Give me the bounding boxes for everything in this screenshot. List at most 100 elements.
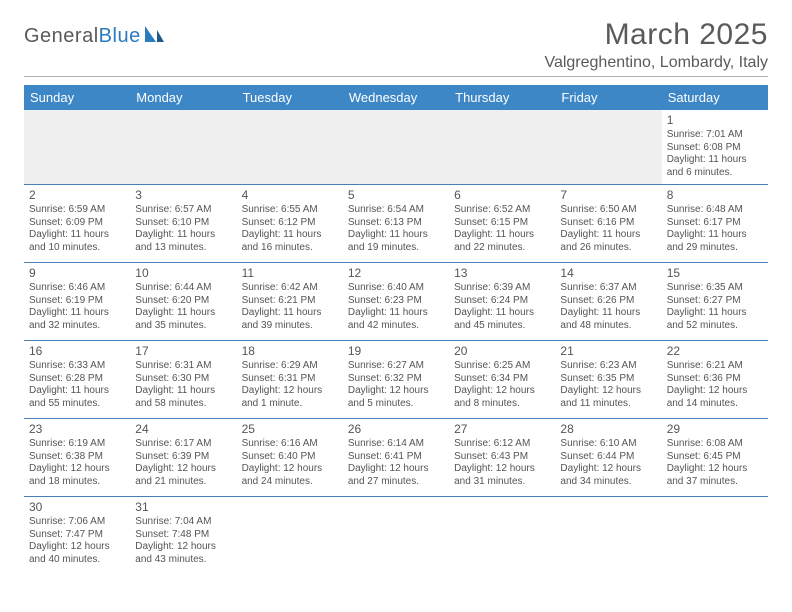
daylight-line: Daylight: 12 hours and 34 minutes. xyxy=(560,463,656,488)
daylight-line: Daylight: 12 hours and 1 minute. xyxy=(242,385,338,410)
page-header: GeneralBlue March 2025 Valgreghentino, L… xyxy=(24,18,768,77)
sunrise-line: Sunrise: 6:19 AM xyxy=(29,438,125,451)
day-number: 18 xyxy=(242,344,338,359)
sunrise-line: Sunrise: 6:27 AM xyxy=(348,360,444,373)
sunrise-line: Sunrise: 6:35 AM xyxy=(667,282,763,295)
sunset-line: Sunset: 6:19 PM xyxy=(29,295,125,308)
day-header: Friday xyxy=(555,85,661,110)
sunset-line: Sunset: 6:40 PM xyxy=(242,451,338,464)
daylight-line: Daylight: 11 hours and 13 minutes. xyxy=(135,229,231,254)
sunrise-line: Sunrise: 6:57 AM xyxy=(135,204,231,217)
calendar-day-cell: 31Sunrise: 7:04 AMSunset: 7:48 PMDayligh… xyxy=(130,497,236,575)
sunset-line: Sunset: 6:17 PM xyxy=(667,217,763,230)
day-header: Wednesday xyxy=(343,85,449,110)
month-title: March 2025 xyxy=(544,18,768,52)
sunset-line: Sunset: 6:34 PM xyxy=(454,373,550,386)
daylight-line: Daylight: 12 hours and 5 minutes. xyxy=(348,385,444,410)
daylight-line: Daylight: 12 hours and 11 minutes. xyxy=(560,385,656,410)
daylight-line: Daylight: 11 hours and 35 minutes. xyxy=(135,307,231,332)
calendar-day-cell: 16Sunrise: 6:33 AMSunset: 6:28 PMDayligh… xyxy=(24,341,130,419)
day-number: 22 xyxy=(667,344,763,359)
calendar-day-cell xyxy=(343,110,449,185)
calendar-week-row: 1Sunrise: 7:01 AMSunset: 6:08 PMDaylight… xyxy=(24,110,768,185)
calendar-day-cell: 1Sunrise: 7:01 AMSunset: 6:08 PMDaylight… xyxy=(662,110,768,185)
day-header: Sunday xyxy=(24,85,130,110)
calendar-day-cell xyxy=(555,497,661,575)
calendar-day-cell xyxy=(237,110,343,185)
calendar-day-cell: 12Sunrise: 6:40 AMSunset: 6:23 PMDayligh… xyxy=(343,263,449,341)
sunset-line: Sunset: 7:48 PM xyxy=(135,529,231,542)
calendar-day-cell: 30Sunrise: 7:06 AMSunset: 7:47 PMDayligh… xyxy=(24,497,130,575)
calendar-table: SundayMondayTuesdayWednesdayThursdayFrid… xyxy=(24,85,768,575)
calendar-day-cell: 20Sunrise: 6:25 AMSunset: 6:34 PMDayligh… xyxy=(449,341,555,419)
calendar-day-cell xyxy=(130,110,236,185)
calendar-day-cell: 14Sunrise: 6:37 AMSunset: 6:26 PMDayligh… xyxy=(555,263,661,341)
sunrise-line: Sunrise: 7:01 AM xyxy=(667,129,763,142)
logo: GeneralBlue xyxy=(24,24,165,49)
calendar-day-cell: 5Sunrise: 6:54 AMSunset: 6:13 PMDaylight… xyxy=(343,185,449,263)
sunrise-line: Sunrise: 6:46 AM xyxy=(29,282,125,295)
day-number: 28 xyxy=(560,422,656,437)
day-number: 27 xyxy=(454,422,550,437)
sunset-line: Sunset: 6:27 PM xyxy=(667,295,763,308)
sunset-line: Sunset: 6:39 PM xyxy=(135,451,231,464)
sunset-line: Sunset: 6:38 PM xyxy=(29,451,125,464)
sunset-line: Sunset: 6:35 PM xyxy=(560,373,656,386)
calendar-day-cell: 11Sunrise: 6:42 AMSunset: 6:21 PMDayligh… xyxy=(237,263,343,341)
daylight-line: Daylight: 11 hours and 22 minutes. xyxy=(454,229,550,254)
sunset-line: Sunset: 6:23 PM xyxy=(348,295,444,308)
calendar-day-cell: 10Sunrise: 6:44 AMSunset: 6:20 PMDayligh… xyxy=(130,263,236,341)
sunset-line: Sunset: 6:10 PM xyxy=(135,217,231,230)
calendar-day-cell xyxy=(24,110,130,185)
day-number: 3 xyxy=(135,188,231,203)
calendar-day-cell: 15Sunrise: 6:35 AMSunset: 6:27 PMDayligh… xyxy=(662,263,768,341)
daylight-line: Daylight: 12 hours and 8 minutes. xyxy=(454,385,550,410)
sunset-line: Sunset: 7:47 PM xyxy=(29,529,125,542)
day-number: 31 xyxy=(135,500,231,515)
daylight-line: Daylight: 11 hours and 45 minutes. xyxy=(454,307,550,332)
day-number: 25 xyxy=(242,422,338,437)
calendar-day-cell: 25Sunrise: 6:16 AMSunset: 6:40 PMDayligh… xyxy=(237,419,343,497)
day-number: 29 xyxy=(667,422,763,437)
sunrise-line: Sunrise: 6:31 AM xyxy=(135,360,231,373)
sunrise-line: Sunrise: 7:06 AM xyxy=(29,516,125,529)
sunrise-line: Sunrise: 6:25 AM xyxy=(454,360,550,373)
sunrise-line: Sunrise: 6:37 AM xyxy=(560,282,656,295)
daylight-line: Daylight: 11 hours and 39 minutes. xyxy=(242,307,338,332)
calendar-day-cell: 13Sunrise: 6:39 AMSunset: 6:24 PMDayligh… xyxy=(449,263,555,341)
day-number: 4 xyxy=(242,188,338,203)
sunrise-line: Sunrise: 6:44 AM xyxy=(135,282,231,295)
day-number: 1 xyxy=(667,113,763,128)
daylight-line: Daylight: 11 hours and 26 minutes. xyxy=(560,229,656,254)
sunrise-line: Sunrise: 6:48 AM xyxy=(667,204,763,217)
day-header: Saturday xyxy=(662,85,768,110)
sunrise-line: Sunrise: 6:12 AM xyxy=(454,438,550,451)
calendar-week-row: 9Sunrise: 6:46 AMSunset: 6:19 PMDaylight… xyxy=(24,263,768,341)
calendar-day-cell xyxy=(449,110,555,185)
location-text: Valgreghentino, Lombardy, Italy xyxy=(544,54,768,72)
day-number: 20 xyxy=(454,344,550,359)
day-number: 23 xyxy=(29,422,125,437)
sunset-line: Sunset: 6:32 PM xyxy=(348,373,444,386)
calendar-day-cell: 29Sunrise: 6:08 AMSunset: 6:45 PMDayligh… xyxy=(662,419,768,497)
sunset-line: Sunset: 6:21 PM xyxy=(242,295,338,308)
calendar-body: 1Sunrise: 7:01 AMSunset: 6:08 PMDaylight… xyxy=(24,110,768,575)
sunrise-line: Sunrise: 6:50 AM xyxy=(560,204,656,217)
calendar-day-cell: 4Sunrise: 6:55 AMSunset: 6:12 PMDaylight… xyxy=(237,185,343,263)
calendar-day-cell: 23Sunrise: 6:19 AMSunset: 6:38 PMDayligh… xyxy=(24,419,130,497)
daylight-line: Daylight: 11 hours and 55 minutes. xyxy=(29,385,125,410)
logo-text-blue: Blue xyxy=(99,25,141,48)
calendar-day-cell: 26Sunrise: 6:14 AMSunset: 6:41 PMDayligh… xyxy=(343,419,449,497)
sunrise-line: Sunrise: 6:21 AM xyxy=(667,360,763,373)
day-number: 2 xyxy=(29,188,125,203)
sunrise-line: Sunrise: 6:08 AM xyxy=(667,438,763,451)
sunset-line: Sunset: 6:13 PM xyxy=(348,217,444,230)
daylight-line: Daylight: 11 hours and 32 minutes. xyxy=(29,307,125,332)
sunset-line: Sunset: 6:43 PM xyxy=(454,451,550,464)
day-number: 8 xyxy=(667,188,763,203)
calendar-week-row: 2Sunrise: 6:59 AMSunset: 6:09 PMDaylight… xyxy=(24,185,768,263)
sunrise-line: Sunrise: 6:29 AM xyxy=(242,360,338,373)
day-header: Tuesday xyxy=(237,85,343,110)
day-number: 15 xyxy=(667,266,763,281)
calendar-day-cell: 9Sunrise: 6:46 AMSunset: 6:19 PMDaylight… xyxy=(24,263,130,341)
